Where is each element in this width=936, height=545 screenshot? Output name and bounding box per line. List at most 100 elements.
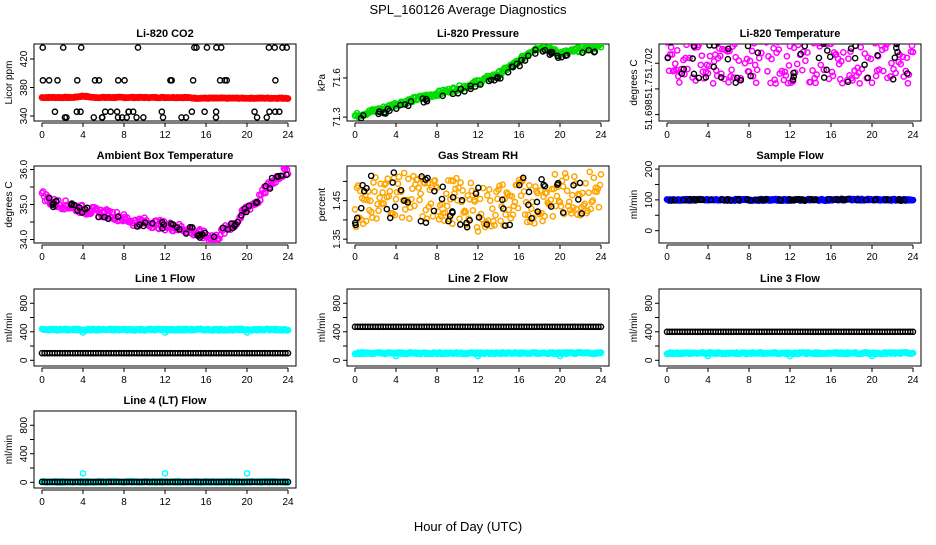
data-point-sample	[864, 74, 872, 82]
data-point-sample	[702, 74, 710, 81]
panel-line-4-lt-flow: Line 4 (LT) Flow 0 4 8 12 16 20 24 0 400 800 ml/min	[4, 395, 297, 508]
data-point-outlier	[786, 352, 794, 360]
data-point-sample	[579, 49, 586, 56]
data-point-line	[284, 326, 292, 334]
data-point-sample	[574, 196, 582, 203]
data-point-sample	[532, 46, 539, 54]
y-axis-label: degrees C	[4, 181, 15, 227]
data-point-sample	[559, 209, 567, 216]
data-point-outlier	[79, 470, 87, 477]
y-tick-label: 800	[332, 294, 343, 311]
data-point-average	[752, 79, 760, 87]
data-point-sample	[554, 181, 561, 188]
data-point-bounds	[77, 44, 85, 51]
data-point-average	[456, 215, 463, 223]
data-point-sample	[840, 195, 847, 203]
data-point-average	[856, 80, 864, 87]
data-point-sample	[671, 197, 678, 204]
data-point-average	[768, 55, 775, 63]
data-point-bounds	[159, 114, 167, 121]
data-point-other	[282, 349, 289, 357]
x-tick-label: 4	[705, 252, 711, 263]
x-tick-label: 0	[39, 130, 45, 141]
data-point-average	[804, 49, 811, 56]
data-point-sample	[690, 70, 698, 78]
data-point-average	[491, 221, 498, 229]
data-point-sample	[446, 212, 454, 220]
data-point-sample	[686, 195, 694, 203]
data-point-average	[909, 48, 917, 56]
data-point-sample	[737, 76, 745, 84]
data-point-sample	[241, 205, 248, 212]
data-point-average	[505, 206, 513, 214]
data-point-average	[844, 38, 849, 43]
data-point-sample	[499, 196, 506, 204]
data-point-bounds	[91, 77, 99, 84]
panel-title: Line 4 (LT) Flow	[124, 395, 207, 407]
data-point-average	[717, 70, 725, 78]
data-point-sample	[243, 208, 250, 216]
data-point-average	[400, 169, 408, 177]
data-point-sample	[723, 197, 730, 204]
data-point-sample	[49, 201, 56, 208]
data-point-average	[757, 49, 765, 57]
data-point-average	[697, 32, 702, 37]
x-axis-label: Hour of Day (UTC)	[414, 519, 522, 534]
data-point-average	[497, 217, 504, 225]
y-tick-label: 100	[644, 191, 655, 208]
data-point-bounds	[39, 44, 47, 51]
data-point-bounds	[253, 114, 261, 121]
data-point-sample	[277, 172, 285, 180]
data-point-average	[892, 32, 897, 37]
data-point-average	[748, 47, 756, 55]
data-point-sample	[533, 198, 541, 206]
data-point-outlier	[474, 352, 482, 360]
data-point-sample	[422, 219, 430, 226]
points	[38, 166, 292, 243]
data-point-sample	[499, 205, 507, 212]
data-point-outlier	[243, 329, 251, 336]
data-point-sample	[759, 196, 766, 204]
data-point-average	[764, 67, 771, 75]
x-tick-label: 20	[241, 375, 253, 386]
data-point-sample	[695, 74, 703, 82]
data-point-sample	[439, 92, 447, 100]
data-point-average	[411, 202, 418, 210]
data-point-average	[561, 170, 569, 177]
y-tick-label: 35.0	[19, 194, 30, 214]
plot-frame	[658, 288, 922, 367]
y-axis-label: ml/min	[4, 313, 15, 342]
data-point-average	[404, 175, 412, 183]
points	[663, 195, 917, 204]
points	[38, 325, 292, 357]
y-tick-label: 420	[19, 50, 30, 67]
data-point-average	[842, 37, 847, 42]
data-point-other	[907, 328, 914, 336]
data-point-average	[694, 34, 699, 39]
data-point-bounds	[193, 44, 200, 51]
data-point-sample	[714, 44, 721, 46]
data-point-average	[820, 66, 828, 74]
data-point-average	[708, 32, 713, 37]
data-point-average	[391, 211, 399, 219]
data-point-average	[845, 55, 852, 63]
y-tick-label: 0	[332, 357, 343, 363]
data-point-average	[367, 197, 374, 205]
data-point-sample	[801, 44, 809, 50]
data-point-average	[471, 198, 479, 205]
data-point-sample	[893, 44, 900, 48]
data-point-sample	[467, 82, 474, 90]
data-point-bounds	[191, 44, 198, 51]
data-point-bounds	[212, 108, 220, 116]
data-point-line	[597, 349, 605, 356]
data-point-bounds	[63, 114, 70, 121]
data-point-sample	[854, 196, 862, 204]
data-point-sample	[874, 52, 881, 59]
data-point-sample	[895, 196, 902, 204]
x-tick-label: 8	[121, 252, 127, 263]
panel-gas-stream-rh: Gas Stream RH 0 4 8 12 16 20 24 1.35 1.45 percent	[317, 150, 610, 263]
data-point-sample	[210, 233, 218, 240]
data-point-average	[415, 184, 422, 191]
data-point-sample	[483, 221, 491, 228]
